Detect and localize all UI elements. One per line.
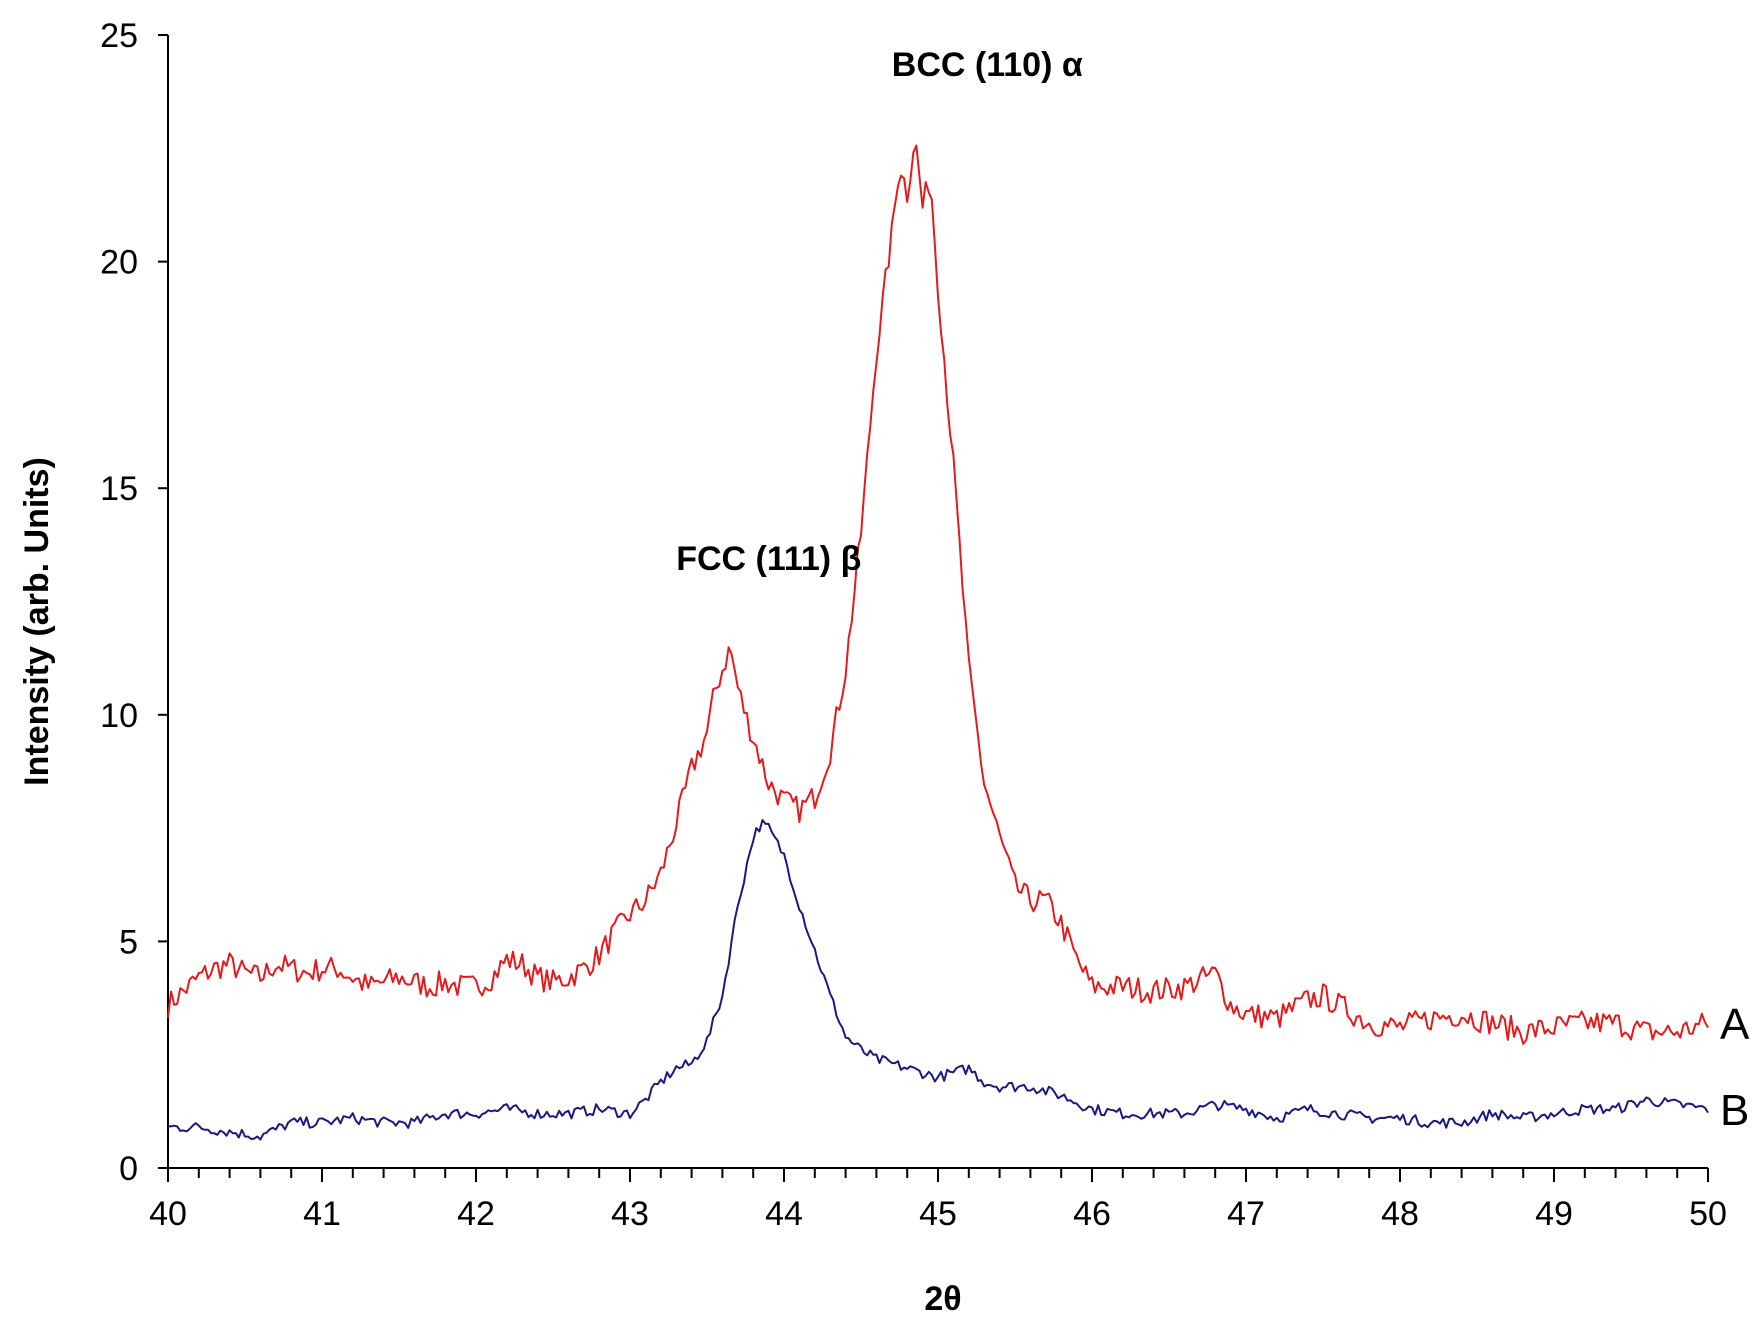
series-line-B	[167, 819, 1709, 1141]
x-tick-label: 45	[919, 1195, 957, 1233]
x-tick-label: 49	[1535, 1195, 1573, 1233]
y-tick-label: 15	[100, 470, 138, 508]
y-tick-label: 5	[119, 923, 138, 961]
x-tick-label: 44	[765, 1195, 803, 1233]
plot-area: AB	[167, 144, 1750, 1141]
x-tick-label: 42	[457, 1195, 495, 1233]
y-tick-label: 25	[100, 17, 138, 55]
x-tick-label: 50	[1689, 1195, 1727, 1233]
series-line-A	[167, 144, 1709, 1045]
x-axis-title: 2θ	[924, 1280, 961, 1318]
x-tick-label: 48	[1381, 1195, 1419, 1233]
annotations: FCC (111) β BCC (110) α	[676, 46, 1083, 578]
y-axis: 0 5 10 15 20 25	[100, 17, 169, 1188]
series-label-B: B	[1720, 1086, 1749, 1135]
x-tick-label: 43	[611, 1195, 649, 1233]
x-tick-label: 40	[149, 1195, 187, 1233]
x-tick-label: 47	[1227, 1195, 1265, 1233]
series-label-A: A	[1720, 1000, 1750, 1049]
y-axis-title: Intensity (arb. Units)	[18, 457, 56, 786]
peak-annotation: BCC (110) α	[892, 46, 1083, 84]
x-axis: 40 41 42 43 44 45 46 47 48 49 50	[149, 1167, 1727, 1233]
peak-annotation: FCC (111) β	[676, 540, 861, 578]
y-tick-label: 10	[100, 697, 138, 735]
x-tick-label: 46	[1073, 1195, 1111, 1233]
y-tick-label: 20	[100, 244, 138, 282]
x-tick-label: 41	[303, 1195, 341, 1233]
y-tick-label: 0	[119, 1150, 138, 1188]
